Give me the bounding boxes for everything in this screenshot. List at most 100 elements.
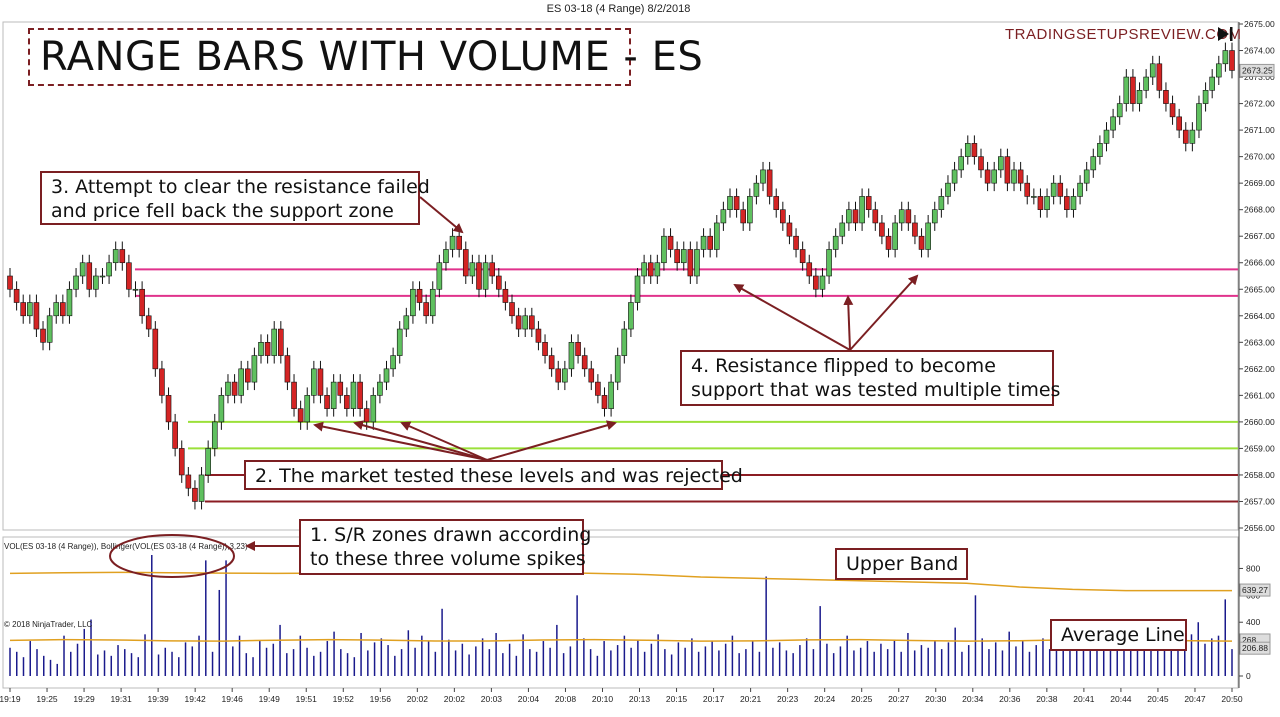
candle-body [753,182,760,197]
candle-body [1202,90,1209,104]
time-label: 20:41 [1073,694,1095,704]
annotation-2: 2. The market tested these levels and wa… [244,460,743,490]
candle-body [33,302,40,330]
candle-body [780,209,786,224]
price-tick-label: 2658.00 [1244,470,1275,480]
candle-body [931,209,938,224]
volume-tick-label: 400 [1246,617,1260,627]
candle-body [86,262,93,290]
price-tick-label: 2665.00 [1244,284,1275,294]
candle-body [66,288,73,317]
candle-body [634,275,641,303]
candle-body [1229,50,1235,71]
candle-body [806,262,813,277]
price-tick-label: 2674.00 [1244,46,1275,56]
candle-body [218,395,225,423]
candle-body [278,328,284,356]
chart-title: RANGE BARS WITH VOLUME - ES [28,28,703,86]
time-label: 20:15 [666,694,688,704]
candle-body [126,262,132,290]
candle-body [383,368,390,383]
candle-body [1136,90,1143,104]
candle-body [581,355,588,370]
time-label: 19:42 [185,694,207,704]
candle-body [73,275,79,290]
candle-body [1037,196,1044,210]
candle-body [628,302,634,330]
average-line [9,638,1233,642]
candle-body [99,275,106,278]
candle-body [165,395,172,423]
candle-body [53,302,60,317]
annotation-arrow [843,295,854,351]
candle-body [211,421,218,449]
candle-body [529,315,535,330]
candle-body [595,381,601,396]
candle-body [535,328,542,343]
candle-body [416,288,423,303]
time-label: 19:19 [0,694,21,704]
candle-body [826,249,832,277]
candle-body [284,355,291,383]
candle-body [575,342,581,356]
candle-body [707,235,713,250]
time-label: 19:25 [36,694,58,704]
candle-body [799,249,806,264]
candle-body [879,222,885,237]
time-label: 20:21 [740,694,762,704]
candle-body [410,288,416,317]
volume-tick-label: 800 [1246,563,1260,573]
volume-value-label: 268 [1242,635,1256,645]
candle-body [231,381,238,396]
volume-tick-label: 0 [1246,671,1251,681]
candle-body [1182,129,1189,144]
chart-header: ES 03-18 (4 Range) 8/2/2018 [546,3,691,15]
candle-body [46,315,53,343]
candle-body [760,169,766,184]
candle-body [244,368,251,383]
annotation-arrow [733,284,851,351]
candle-body [813,275,819,290]
candle-body [568,342,575,370]
site-label[interactable]: TRADINGSETUPSREVIEW.COM [1005,26,1242,43]
copyright: © 2018 NinjaTrader, LLC [4,620,93,629]
candle-body [912,222,918,237]
upper-band-line [9,570,1232,592]
candle-body [1004,156,1011,184]
candle-body [1163,90,1169,104]
candle-body [132,288,139,291]
candle-body [885,235,892,250]
time-label: 19:56 [370,694,392,704]
candle-body [680,249,687,264]
candle-body [93,275,99,290]
candle-body [370,395,377,423]
candle-body [317,368,324,396]
candle-body [403,315,410,330]
annotation-arrow [849,274,919,351]
candle-body [1222,50,1229,65]
scroll-to-end-icon[interactable] [1217,26,1233,42]
candle-body [1050,182,1057,197]
time-label: 20:02 [407,694,429,704]
price-tick-label: 2660.00 [1244,417,1275,427]
annotation-arrow [419,196,464,234]
candle-body [112,249,119,264]
candle-body [905,209,912,224]
candle-body [60,302,66,317]
time-label: 20:45 [1147,694,1169,704]
candle-body [793,235,799,250]
candle-body [344,395,350,409]
average-line-label: Average Line [1050,619,1187,651]
candle-body [476,262,482,290]
candle-body [971,143,978,157]
candle-body [1083,169,1090,184]
time-label: 20:04 [518,694,540,704]
time-label: 20:08 [555,694,577,704]
time-label: 20:25 [851,694,873,704]
price-tick-label: 2656.00 [1244,523,1275,533]
candle-body [747,196,753,224]
time-label: 20:03 [481,694,503,704]
candle-body [502,288,509,303]
price-tick-label: 2657.00 [1244,496,1275,506]
candle-body [1057,182,1064,197]
